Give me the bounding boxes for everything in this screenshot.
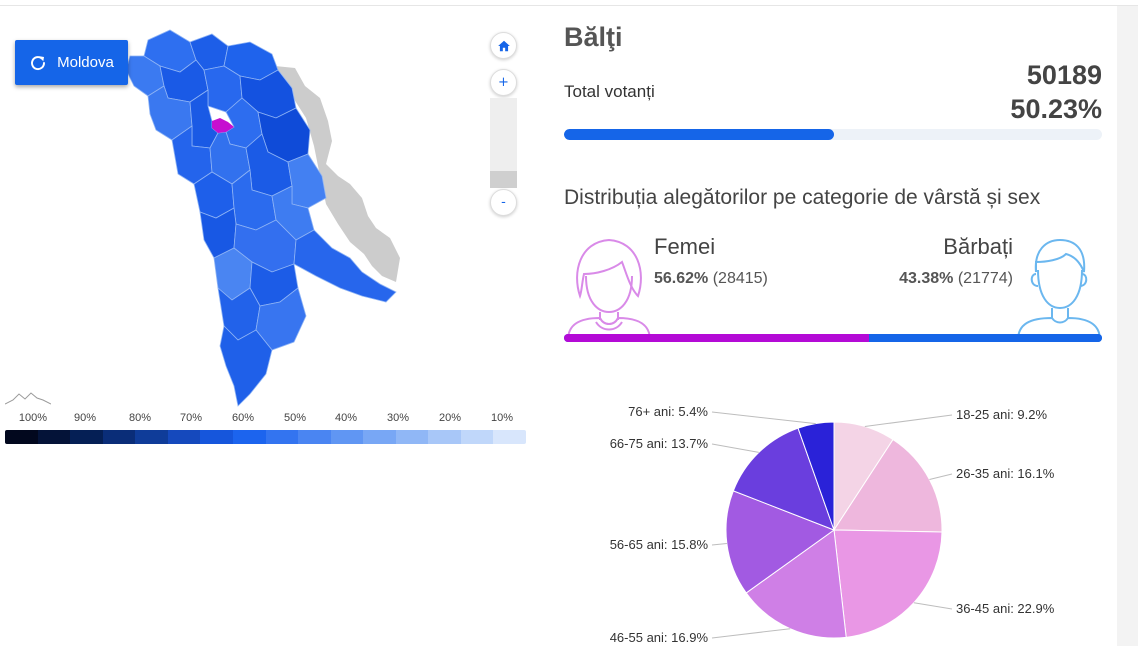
- male-percent: 43.38%: [899, 270, 954, 287]
- pie-slice-label: 18-25 ani: 9.2%: [956, 407, 1048, 422]
- pie-slice[interactable]: [833, 529, 943, 638]
- legend-swatch: [395, 430, 429, 444]
- map-district-region[interactable]: [293, 229, 397, 303]
- legend-label: 70%: [179, 412, 203, 424]
- zoom-out-button[interactable]: -: [490, 189, 517, 216]
- total-voters-label: Total votanți: [564, 82, 655, 101]
- scrollbar-track[interactable]: [1117, 6, 1138, 646]
- moldova-map[interactable]: [100, 26, 430, 416]
- legend-swatch: [37, 430, 71, 444]
- zoom-in-button[interactable]: +: [490, 69, 517, 96]
- turnout-percent: 50.23%: [1010, 94, 1102, 124]
- legend-color-scale: [5, 430, 526, 444]
- total-voters-count: 50189: [1026, 60, 1102, 90]
- pie-slice-label: 46-55 ani: 16.9%: [610, 630, 709, 645]
- female-label: Femei: [654, 234, 716, 259]
- map-regions: [125, 29, 397, 407]
- legend-label: 90%: [73, 412, 97, 424]
- home-zoom-button[interactable]: [490, 32, 517, 59]
- zoom-slider[interactable]: [490, 98, 517, 188]
- legend-label: 80%: [128, 412, 152, 424]
- legend-swatch: [135, 430, 168, 444]
- pie-slice-label: 76+ ani: 5.4%: [628, 404, 708, 419]
- legend-label: 20%: [438, 412, 462, 424]
- zoom-slider-handle[interactable]: [490, 171, 517, 188]
- legend-swatch: [493, 430, 526, 444]
- legend-swatch: [330, 430, 364, 444]
- pie-slice-label: 56-65 ani: 15.8%: [610, 537, 709, 552]
- female-stats: 56.62% (28415): [654, 270, 768, 288]
- legend-label: 40%: [334, 412, 358, 424]
- legend-swatch: [298, 430, 331, 444]
- legend-swatch: [232, 430, 266, 444]
- legend-label: 50%: [283, 412, 307, 424]
- zoom-in-label: +: [498, 75, 509, 90]
- refresh-icon: [31, 55, 46, 70]
- male-count: (21774): [957, 270, 1013, 287]
- male-icon: [1017, 238, 1101, 340]
- top-divider: [0, 5, 1138, 6]
- legend-swatch: [200, 430, 233, 444]
- zoom-out-label: -: [501, 195, 506, 210]
- pie-leader-line: [711, 443, 759, 453]
- turnout-progress-fill: [564, 129, 835, 140]
- female-count: (28415): [712, 270, 768, 287]
- legend-swatch: [428, 430, 461, 444]
- map-district-region[interactable]: [219, 325, 273, 407]
- legend-swatch: [363, 430, 396, 444]
- map-transnistria-region: [275, 66, 400, 282]
- gender-bar-male: [868, 334, 1102, 342]
- legend-swatch: [460, 430, 494, 444]
- home-icon: [497, 40, 510, 51]
- age-distribution-pie-chart: 18-25 ani: 9.2% 26-35 ani: 16.1% 36-45 ani…: [610, 404, 1055, 645]
- map-district-region[interactable]: [255, 287, 307, 351]
- pie-slice[interactable]: [732, 427, 835, 531]
- pie-slice[interactable]: [833, 438, 943, 533]
- legend-swatch: [70, 430, 103, 444]
- reset-map-button[interactable]: Moldova: [15, 40, 128, 85]
- pie-leader-line: [864, 414, 953, 427]
- pie-slice-label: 36-45 ani: 22.9%: [956, 601, 1055, 616]
- legend-swatch: [265, 430, 299, 444]
- map-panel: Moldova + - 100% 90% 80% 70% 60% 50% 40% 30% 20%…: [0, 6, 540, 646]
- legend-swatch: [102, 430, 136, 444]
- female-percent: 56.62%: [654, 270, 709, 287]
- legend-label: 60%: [231, 412, 255, 424]
- distribution-title: Distribuția alegătorilor pe categorie de…: [564, 186, 1041, 209]
- reset-map-label: Moldova: [57, 54, 114, 71]
- gender-bar-female: [564, 334, 869, 342]
- region-title: Bălţi: [564, 22, 623, 52]
- female-icon: [567, 238, 651, 340]
- distribution-sparkline-icon: [5, 392, 51, 405]
- legend-label: 10%: [490, 412, 514, 424]
- turnout-progress-bar: [564, 129, 1102, 140]
- legend-swatch: [5, 430, 38, 444]
- pie-leader-line: [913, 602, 953, 610]
- legend-swatch: [167, 430, 201, 444]
- pie-slice-label: 66-75 ani: 13.7%: [610, 436, 709, 451]
- gender-split-bar: [564, 334, 1102, 342]
- male-label: Bărbați: [943, 234, 1013, 259]
- legend-scale-labels: 100% 90% 80% 70% 60% 50% 40% 30% 20% 10%: [5, 412, 526, 426]
- male-stats: 43.38% (21774): [899, 270, 1013, 288]
- legend-label: 30%: [386, 412, 410, 424]
- pie-leader-line: [711, 628, 791, 639]
- pie-leader-line: [929, 473, 953, 480]
- legend-label: 100%: [18, 412, 48, 424]
- pie-leader-line: [711, 411, 816, 425]
- pie-slice-label: 26-35 ani: 16.1%: [956, 466, 1055, 481]
- selected-region-balti[interactable]: [212, 118, 234, 133]
- pie-slice[interactable]: [725, 490, 836, 594]
- pie-leader-line: [711, 543, 727, 546]
